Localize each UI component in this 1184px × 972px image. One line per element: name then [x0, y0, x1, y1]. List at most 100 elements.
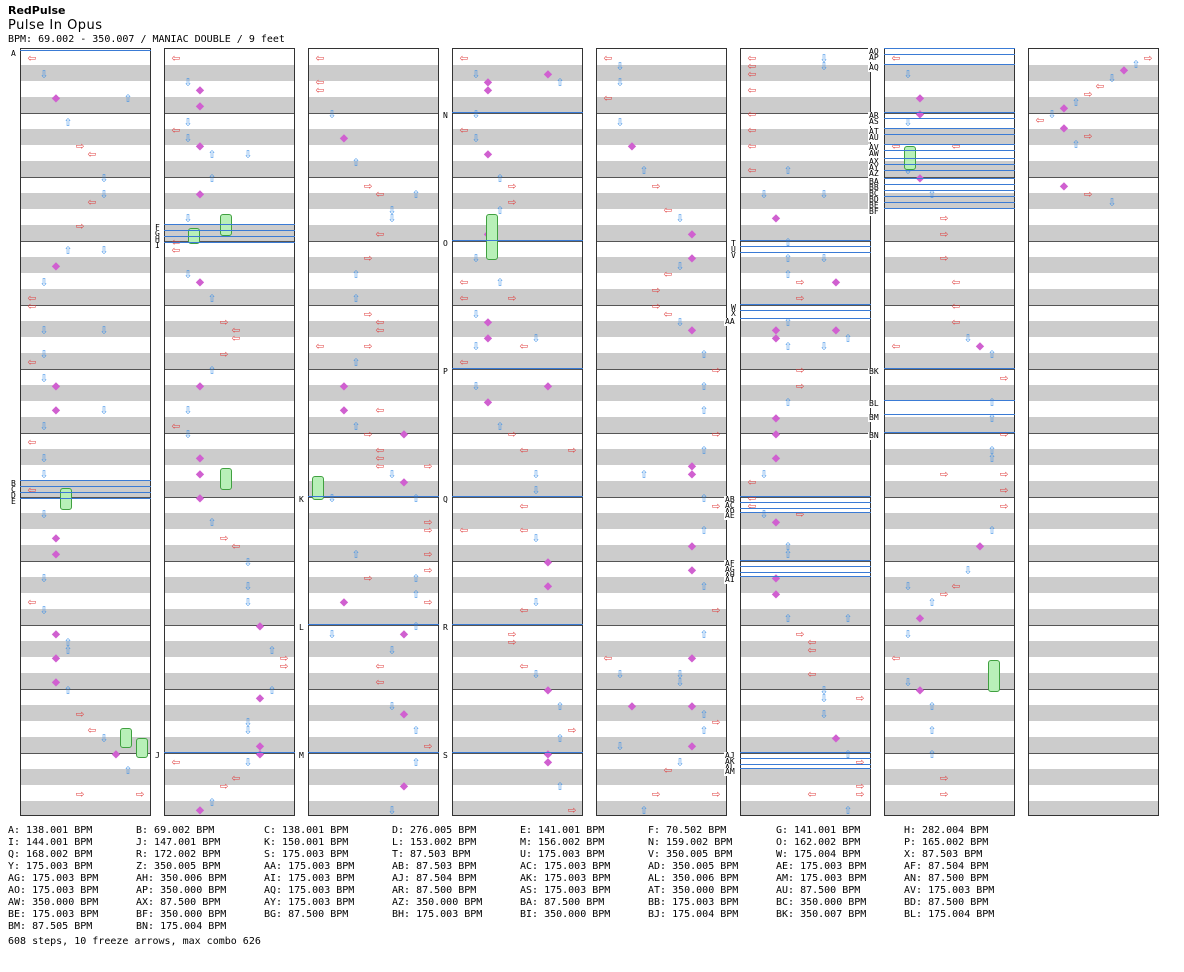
left-arrow: ⇦ — [747, 50, 757, 66]
measure-line — [1029, 433, 1158, 434]
bpm-change-line — [884, 150, 1015, 151]
bpm-change-line — [884, 118, 1015, 119]
bpm-legend-entry: AY: 175.003 BPM — [264, 897, 355, 908]
bpm-segment-label: T — [730, 239, 737, 248]
center-arrow: ◆ — [915, 610, 925, 626]
bpm-legend-entry: AH: 350.006 BPM — [136, 873, 227, 884]
right-arrow: ⇨ — [711, 714, 721, 730]
down-arrow: ⇩ — [327, 490, 337, 506]
bpm-legend-entry: BD: 87.500 BPM — [904, 897, 989, 908]
measure-line — [741, 241, 870, 242]
up-arrow: ⇧ — [411, 490, 421, 506]
left-arrow: ⇦ — [87, 722, 97, 738]
center-arrow: ◆ — [255, 618, 265, 634]
up-arrow: ⇧ — [63, 242, 73, 258]
down-arrow: ⇩ — [759, 466, 769, 482]
bpm-change-line — [884, 134, 1015, 135]
down-arrow: ⇩ — [675, 754, 685, 770]
bpm-legend-entry: AS: 175.003 BPM — [520, 885, 611, 896]
bpm-segment-label: BC — [868, 189, 880, 198]
measure-line — [453, 561, 582, 562]
up-arrow: ⇧ — [699, 346, 709, 362]
center-arrow: ◆ — [975, 538, 985, 554]
right-arrow: ⇨ — [939, 250, 949, 266]
bpm-legend-entry: O: 162.002 BPM — [776, 837, 861, 848]
down-arrow: ⇩ — [387, 802, 397, 818]
freeze-arrow — [988, 660, 1000, 692]
measure-line — [165, 305, 294, 306]
down-arrow: ⇩ — [243, 146, 253, 162]
down-arrow: ⇩ — [531, 594, 541, 610]
bpm-legend-entry: J: 147.001 BPM — [136, 837, 221, 848]
bpm-segment-label: AF — [724, 559, 736, 568]
bpm-legend-entry: H: 282.004 BPM — [904, 825, 989, 836]
center-arrow: ◆ — [627, 698, 637, 714]
measure-line — [885, 753, 1014, 754]
up-arrow: ⇧ — [207, 170, 217, 186]
measure-line — [1029, 241, 1158, 242]
measure-line — [597, 433, 726, 434]
measure-line — [309, 561, 438, 562]
measure-line — [1029, 369, 1158, 370]
up-arrow: ⇧ — [699, 490, 709, 506]
center-arrow: ◆ — [339, 378, 349, 394]
bpm-legend-entry: AO: 175.003 BPM — [8, 885, 99, 896]
up-arrow: ⇧ — [843, 802, 853, 818]
right-arrow: ⇨ — [567, 442, 577, 458]
down-arrow: ⇩ — [675, 674, 685, 690]
right-arrow: ⇨ — [855, 690, 865, 706]
down-arrow: ⇩ — [99, 322, 109, 338]
up-arrow: ⇧ — [555, 74, 565, 90]
measure-line — [21, 433, 150, 434]
right-arrow: ⇨ — [795, 506, 805, 522]
center-arrow: ◆ — [543, 554, 553, 570]
left-arrow: ⇦ — [375, 402, 385, 418]
step-chart: ⇦ ⇩ ◆ ⇧ ⇧ ⇨ ⇦ ⇩ ⇩ ⇦ ⇨ ⇧ ⇩ ◆ ⇩ ⇦ ⇦ ⇩ ⇩ ⇩ ⇦ ⇩ ◆ ◆ ⇩ ⇩ ⇦ ⇩ ⇩ ⇦ ⇩ ◆ ◆ ⇩ ⇦ ⇩ ◆ ⇧ ⇧ ◆… — [10, 48, 1159, 818]
measure-line — [309, 113, 438, 114]
center-arrow: ◆ — [255, 690, 265, 706]
bpm-legend-entry: S: 175.003 BPM — [264, 849, 349, 860]
measure-line — [1029, 113, 1158, 114]
right-arrow: ⇨ — [423, 594, 433, 610]
bpm-change-line — [20, 480, 151, 481]
left-arrow: ⇦ — [87, 194, 97, 210]
bpm-legend-entry: G: 141.001 BPM — [776, 825, 861, 836]
center-arrow: ◆ — [195, 450, 205, 466]
right-arrow: ⇨ — [363, 338, 373, 354]
down-arrow: ⇩ — [387, 466, 397, 482]
down-arrow: ⇩ — [471, 130, 481, 146]
bpm-legend-entry: Y: 175.003 BPM — [8, 861, 93, 872]
up-arrow: ⇧ — [639, 162, 649, 178]
down-arrow: ⇩ — [99, 402, 109, 418]
down-arrow: ⇩ — [1107, 194, 1117, 210]
bpm-segment-label: AU — [868, 133, 880, 142]
right-arrow: ⇨ — [567, 722, 577, 738]
measure-line — [165, 241, 294, 242]
measure-line — [453, 177, 582, 178]
freeze-arrow — [136, 738, 148, 758]
bpm-legend-entry: BG: 87.500 BPM — [264, 909, 349, 920]
bpm-change-line — [452, 240, 583, 241]
center-arrow: ◆ — [1119, 62, 1129, 78]
bpm-legend-entry: AK: 175.003 BPM — [520, 873, 611, 884]
bpm-change-line — [740, 240, 871, 241]
bpm-change-line — [884, 208, 1015, 209]
down-arrow: ⇩ — [963, 562, 973, 578]
bpm-change-line — [740, 560, 871, 561]
left-arrow: ⇦ — [171, 418, 181, 434]
down-arrow: ⇩ — [819, 706, 829, 722]
right-arrow: ⇨ — [651, 178, 661, 194]
center-arrow: ◆ — [399, 626, 409, 642]
bpm-change-line — [164, 236, 295, 237]
bpm-segment-label: E — [10, 497, 17, 506]
right-arrow: ⇨ — [423, 522, 433, 538]
up-arrow: ⇧ — [555, 730, 565, 746]
measure-line — [885, 241, 1014, 242]
right-arrow: ⇨ — [75, 786, 85, 802]
left-arrow: ⇦ — [1095, 78, 1105, 94]
right-arrow: ⇨ — [219, 346, 229, 362]
down-arrow: ⇩ — [39, 506, 49, 522]
down-arrow: ⇩ — [99, 242, 109, 258]
down-arrow: ⇩ — [39, 274, 49, 290]
center-arrow: ◆ — [255, 746, 265, 762]
